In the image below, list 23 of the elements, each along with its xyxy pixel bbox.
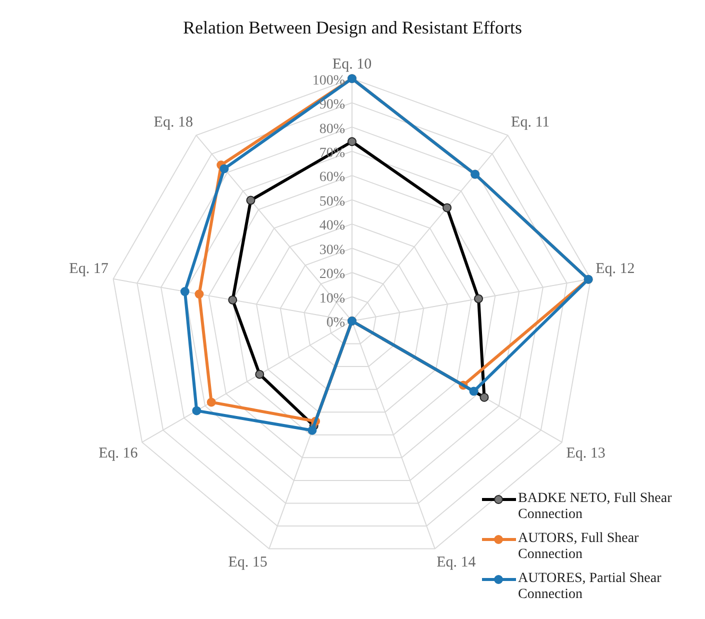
- spoke-label: Eq. 18: [154, 114, 193, 130]
- spoke-label: Eq. 10: [332, 56, 372, 73]
- legend-label: AUTORES, Partial Shear Connection: [518, 571, 662, 603]
- y-tick-label: 80%: [319, 122, 346, 137]
- spoke-label: Eq. 14: [436, 554, 476, 570]
- y-tick-label: 90%: [319, 98, 346, 113]
- y-tick-label: 40%: [319, 218, 346, 234]
- y-tick-label: 100%: [312, 73, 346, 88]
- y-tick-label: 0%: [326, 316, 346, 331]
- spoke-label: Eq. 13: [566, 446, 606, 462]
- spoke-label: Eq. 11: [511, 114, 550, 130]
- y-tick-label: 50%: [319, 194, 346, 210]
- y-tick-label: 30%: [319, 242, 346, 258]
- y-tick-label: 60%: [319, 170, 346, 186]
- chart-title: Relation Between Design and Resistant Efforts: [182, 18, 522, 38]
- spoke-label: Eq. 12: [596, 260, 635, 277]
- spoke-label: Eq. 17: [69, 260, 109, 277]
- y-tick-label: 20%: [319, 267, 346, 282]
- y-tick-label: 10%: [319, 291, 346, 306]
- legend-label: AUTORS, Full Shear Connection: [518, 531, 640, 563]
- legend-label: BADKE NETO, Full Shear Connection: [518, 491, 673, 523]
- spoke-label: Eq. 16: [98, 446, 138, 462]
- spoke-label: Eq. 15: [228, 554, 268, 570]
